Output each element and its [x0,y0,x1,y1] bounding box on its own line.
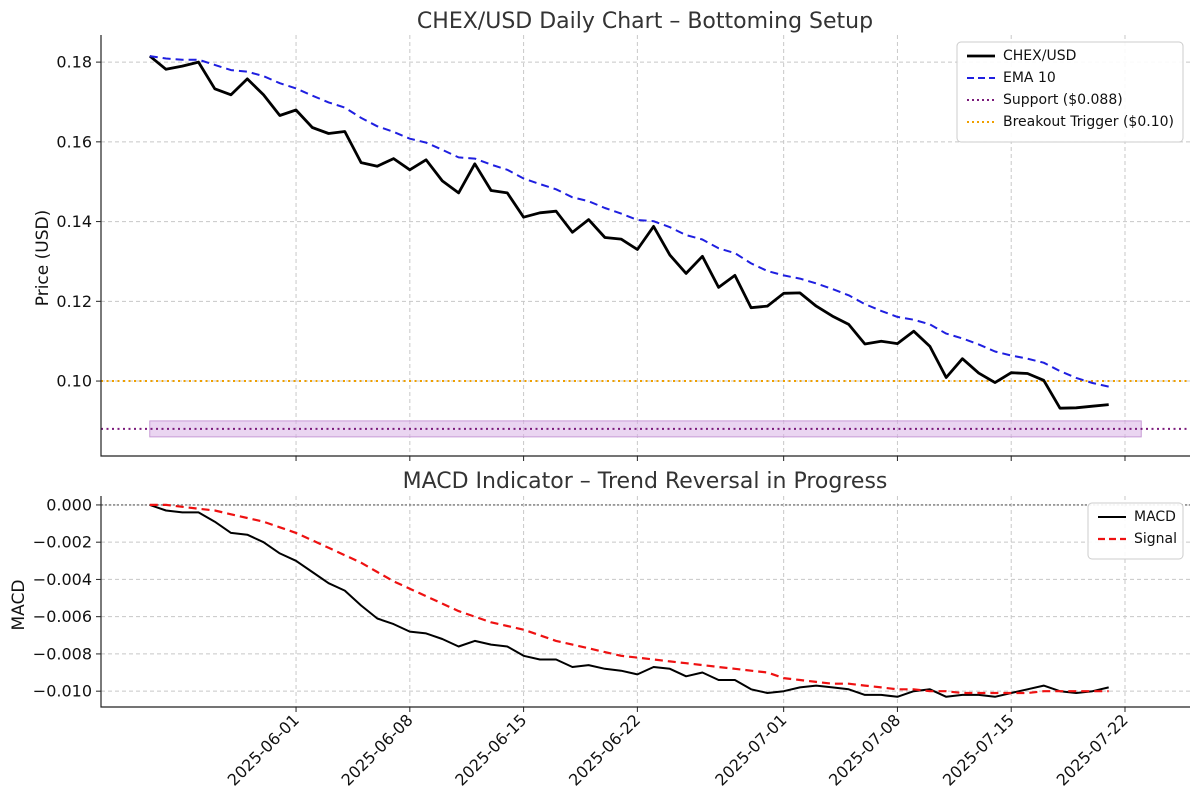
price-series-group [148,55,1109,410]
macd-y-ticks: 0.000 −0.002 −0.004 −0.006 −0.008 −0.010 [33,495,101,701]
price-axes [100,35,1190,461]
y-tick-label: −0.006 [33,607,92,626]
x-tick-label: 2025-06-08 [337,710,416,789]
axis-spines [100,496,1190,708]
price-reference-lines [101,380,1190,430]
legend-label: Signal [1134,531,1177,547]
price-y-axis-label: Price (USD) [33,210,53,306]
signal-series-line [149,503,1109,695]
macd-y-axis-label: MACD [9,580,29,631]
legend-box [956,41,1184,143]
x-tick-label: 2025-06-01 [224,710,303,789]
y-tick-label: 0.10 [56,372,92,391]
legend-label: EMA 10 [1003,70,1056,86]
macd-legend: MACD Signal [1087,502,1184,560]
macd-chart-panel: MACD Indicator – Trend Reversal in Progr… [9,469,1190,790]
chex-usd-series-line [148,55,1109,410]
axis-spines [100,35,1190,457]
macd-series-line [149,503,1109,698]
price-legend: CHEX/USD EMA 10 Support ($0.088) Breakout T… [956,41,1184,143]
legend-label: Support ($0.088) [1003,92,1123,108]
y-tick-label: 0.16 [56,132,92,151]
y-tick-label: 0.14 [56,212,92,231]
x-tick-label: 2025-06-15 [451,710,530,789]
macd-series-group [149,503,1109,698]
price-y-ticks: 0.10 0.12 0.14 0.16 0.18 [56,53,101,391]
macd-grid [101,496,1190,707]
y-tick-label: 0.12 [56,292,92,311]
y-tick-label: −0.008 [33,644,92,663]
ema-10-series-line [149,55,1109,388]
macd-chart-title: MACD Indicator – Trend Reversal in Progr… [403,469,888,494]
legend-label: MACD [1134,509,1176,525]
legend-label: Breakout Trigger ($0.10) [1003,114,1174,130]
x-tick-label: 2025-07-01 [711,710,790,789]
y-tick-label: −0.002 [33,533,92,552]
x-tick-label: 2025-06-22 [565,710,644,789]
price-chart-panel: CHEX/USD Daily Chart – Bottoming Setup P… [33,9,1190,461]
y-tick-label: 0.000 [46,495,92,514]
x-axis-date-ticks: 2025-06-01 2025-06-08 2025-06-15 2025-06-22… [224,707,1132,790]
x-tick-label: 2025-07-08 [825,710,904,789]
y-tick-label: −0.010 [33,682,92,701]
macd-axes [100,496,1190,708]
x-tick-label: 2025-07-22 [1053,710,1132,789]
price-chart-title: CHEX/USD Daily Chart – Bottoming Setup [417,9,873,34]
x-tick-label: 2025-07-15 [939,710,1018,789]
legend-label: CHEX/USD [1003,48,1076,64]
y-tick-label: −0.004 [33,570,92,589]
y-tick-label: 0.18 [56,53,92,72]
